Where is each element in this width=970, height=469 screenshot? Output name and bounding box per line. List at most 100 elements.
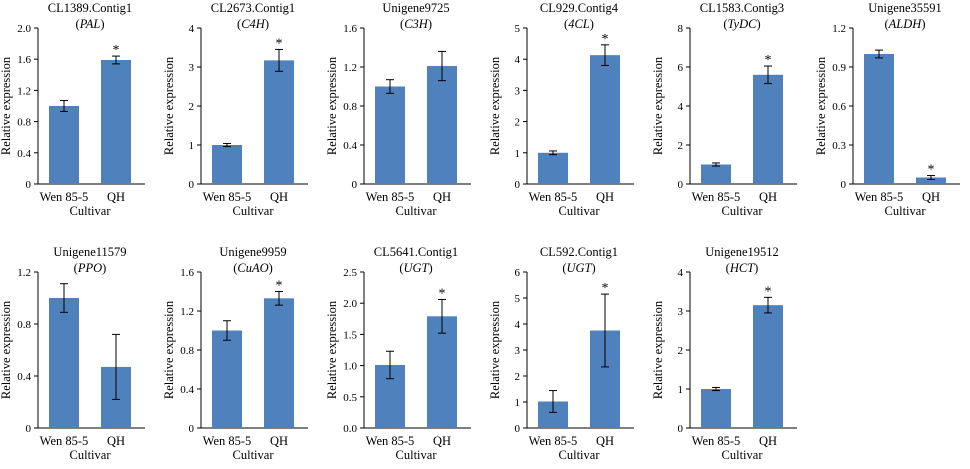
chart-6-gene-label: (ALDH) — [885, 17, 926, 31]
chart-11-ytick-label: 3 — [678, 306, 684, 318]
chart-6-bar-wen85-5 — [864, 54, 894, 184]
chart-7: Unigene11579 (PPO) 0 0.4 0.8 1.2 Relative expr… — [0, 245, 145, 462]
chart-10-ytick-label: 6 — [515, 267, 521, 279]
chart-9-significance-marker: * — [439, 286, 446, 301]
chart-9-ytick-label: 2.5 — [343, 267, 357, 279]
chart-1-category-label: Wen 85-5 — [40, 190, 89, 204]
chart-11-ytick-label: 2 — [678, 345, 684, 357]
chart-9-category-label: QH — [433, 434, 451, 448]
chart-8-bar-qh — [264, 298, 294, 428]
chart-7-ytick-label: 1.2 — [17, 267, 31, 279]
chart-2-xlabel: Cultivar — [233, 204, 275, 218]
chart-4-ytick-label: 0 — [515, 179, 521, 191]
chart-1-significance-marker: * — [113, 43, 120, 58]
chart-10: CL592.Contig1 (UGT) 0 1 2 3 4 5 6 Relative expres… — [488, 245, 634, 462]
chart-2-category-label: Wen 85-5 — [203, 190, 252, 204]
chart-4-title: CL929.Contig4 — [540, 1, 619, 15]
chart-5-ytick-label: 0 — [678, 179, 684, 191]
chart-8-ytick-label: 0.4 — [180, 384, 194, 396]
chart-3-ytick-label: 1.6 — [343, 23, 357, 35]
chart-8-bar-wen85-5 — [212, 330, 242, 428]
chart-5-bar-qh — [753, 74, 783, 184]
chart-11-ytick-label: 0 — [678, 423, 684, 435]
chart-9-ytick-label: 0.0 — [343, 423, 357, 435]
chart-2-bar-wen85-5 — [212, 145, 242, 184]
chart-5-category-label: Wen 85-5 — [692, 190, 741, 204]
chart-8-title: Unigene9959 — [219, 245, 286, 259]
chart-7-ytick-label: 0.4 — [17, 371, 31, 383]
chart-5-ytick-label: 6 — [678, 62, 684, 74]
chart-5-xlabel: Cultivar — [722, 204, 764, 218]
chart-9-gene-label: (UGT) — [399, 261, 432, 275]
chart-6-xlabel: Cultivar — [885, 204, 927, 218]
chart-1-xlabel: Cultivar — [70, 204, 112, 218]
chart-5-significance-marker: * — [765, 53, 772, 68]
chart-6-ytick-label: 0.3 — [832, 140, 846, 152]
chart-6-ytick-label: 0.6 — [832, 101, 846, 113]
chart-11-category-label: QH — [759, 434, 777, 448]
chart-10-ytick-label: 4 — [515, 319, 521, 331]
chart-6-title: Unigene35591 — [868, 1, 942, 15]
chart-2: CL2673.Contig1 (C4H) 0 1 2 3 4 Relative express… — [162, 1, 308, 218]
chart-2-ytick-label: 3 — [189, 62, 195, 74]
chart-3-category-label: Wen 85-5 — [366, 190, 415, 204]
chart-8-category-label: QH — [270, 434, 288, 448]
chart-5-ytick-label: 2 — [678, 140, 684, 152]
chart-5-title: CL1583.Contig3 — [700, 1, 784, 15]
chart-3-ytick-label: 0.8 — [343, 101, 357, 113]
chart-7-category-label: Wen 85-5 — [40, 434, 89, 448]
chart-4-ytick-label: 4 — [515, 54, 521, 66]
chart-3-gene-label: (C3H) — [400, 17, 432, 31]
chart-5-ytick-label: 4 — [678, 101, 684, 113]
chart-10-category-label: Wen 85-5 — [529, 434, 578, 448]
chart-1-ytick-label: 1.6 — [17, 54, 31, 66]
chart-11-bar-qh — [753, 305, 783, 428]
chart-1-bar-qh — [101, 59, 131, 185]
chart-1-category-label: QH — [107, 190, 125, 204]
chart-11-ytick-label: 1 — [678, 384, 684, 396]
chart-7-title: Unigene11579 — [53, 245, 126, 259]
chart-9-category-label: Wen 85-5 — [366, 434, 415, 448]
chart-1-gene-label: (PAL) — [76, 17, 105, 31]
chart-6-bar-qh — [916, 177, 946, 184]
chart-6-ytick-label: 0 — [841, 179, 847, 191]
chart-7-category-label: QH — [107, 434, 125, 448]
chart-9-ytick-label: 1.0 — [343, 361, 357, 373]
chart-3-bar-wen85-5 — [375, 86, 405, 184]
chart-11-ylabel: Relative expression — [651, 300, 665, 399]
chart-2-significance-marker: * — [276, 36, 283, 51]
chart-8-ylabel: Relative expression — [162, 300, 176, 399]
chart-4-ytick-label: 1 — [515, 148, 521, 160]
chart-9: CL5641.Contig1 (UGT) 0.0 0.5 1.0 1.5 2.0 2.5 Rel… — [325, 245, 471, 462]
chart-10-category-label: QH — [596, 434, 614, 448]
chart-2-ytick-label: 2 — [189, 101, 195, 113]
chart-4-significance-marker: * — [602, 32, 609, 47]
chart-8: Unigene9959 (CuAO) 0 0.4 0.8 1.2 1.6 Relative e… — [162, 245, 308, 462]
chart-2-ytick-label: 1 — [189, 140, 195, 152]
chart-2-ytick-label: 0 — [189, 179, 195, 191]
chart-10-xlabel: Cultivar — [559, 448, 601, 462]
chart-11-ytick-label: 4 — [678, 267, 684, 279]
chart-9-ytick-label: 2.0 — [343, 298, 357, 310]
chart-9-xlabel: Cultivar — [396, 448, 438, 462]
chart-4-ytick-label: 2 — [515, 117, 521, 129]
chart-3-xlabel: Cultivar — [396, 204, 438, 218]
chart-11-significance-marker: * — [765, 284, 772, 299]
chart-4-category-label: Wen 85-5 — [529, 190, 578, 204]
chart-3-ytick-label: 0.4 — [343, 140, 357, 152]
chart-2-gene-label: (C4H) — [237, 17, 269, 31]
chart-9-ytick-label: 0.5 — [343, 392, 357, 404]
chart-3-ytick-label: 0 — [352, 179, 358, 191]
chart-10-significance-marker: * — [602, 281, 609, 296]
chart-3-ylabel: Relative expression — [325, 56, 339, 155]
chart-8-ytick-label: 1.6 — [180, 267, 194, 279]
chart-7-ytick-label: 0.8 — [17, 319, 31, 331]
chart-10-ytick-label: 5 — [515, 293, 521, 305]
chart-6-ytick-label: 1.2 — [832, 23, 846, 35]
chart-11-category-label: Wen 85-5 — [692, 434, 741, 448]
chart-7-bar-wen85-5 — [49, 298, 79, 428]
chart-2-category-label: QH — [270, 190, 288, 204]
chart-2-title: CL2673.Contig1 — [211, 1, 295, 15]
chart-1: CL1389.Contig1 (PAL) 0 0.4 0.8 1.2 1.6 2.0 Relat… — [0, 1, 145, 218]
